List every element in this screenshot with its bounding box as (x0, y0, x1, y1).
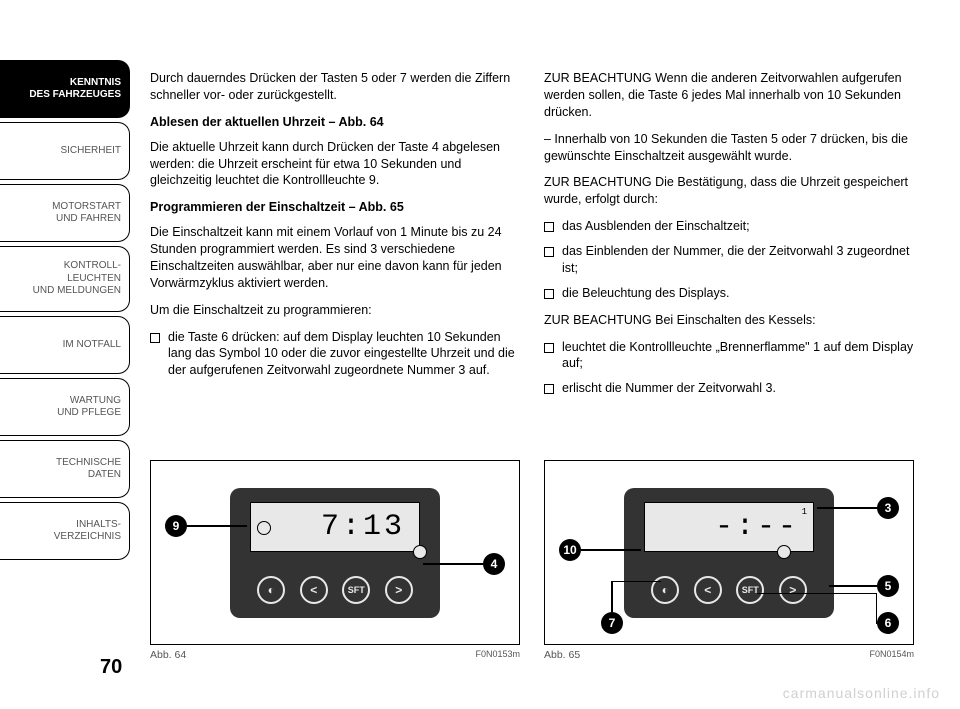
sidebar-label: KONTROLL- (64, 260, 121, 273)
callout-lead (829, 585, 877, 587)
figure-label: Abb. 64 (150, 649, 186, 661)
callout-lead (757, 593, 877, 595)
figure-code: F0N0154m (869, 649, 914, 661)
callout-7: 7 (601, 612, 623, 634)
sidebar-label: MOTORSTART (52, 201, 121, 214)
sft-button: SFT (736, 576, 764, 604)
sidebar-label: UND FAHREN (56, 213, 121, 226)
bullet-list: das Ausblenden der Einschaltzeit; das Ei… (544, 218, 914, 302)
figure-65-frame: -:-- 1 ◐ < SFT > 3 5 6 7 (544, 460, 914, 645)
figure-64-frame: 7:13 ◐ < SFT > 9 4 (150, 460, 520, 645)
list-item: leuchtet die Kontrollleuchte „Brennerfla… (544, 339, 914, 373)
list-item: das Einblenden der Nummer, die der Zeitv… (544, 243, 914, 277)
callout-lead (423, 563, 483, 565)
figure-caption-row: Abb. 65 F0N0154m (544, 649, 914, 661)
figure-label: Abb. 65 (544, 649, 580, 661)
callout-lead (611, 582, 613, 612)
callout-10: 10 (559, 539, 581, 561)
callout-lead (876, 594, 878, 624)
clock-icon (413, 545, 427, 559)
figure-caption-row: Abb. 64 F0N0153m (150, 649, 520, 661)
paragraph: Durch dauerndes Drücken der Tasten 5 ode… (150, 70, 520, 104)
sidebar-label: UND PFLEGE (57, 407, 121, 420)
list-item: die Taste 6 drücken: auf dem Display leu… (150, 329, 520, 380)
sidebar-item-kontrollleuchten[interactable]: KONTROLL- LEUCHTEN UND MELDUNGEN (0, 246, 130, 312)
sidebar-item-technische-daten[interactable]: TECHNISCHE DATEN (0, 440, 130, 498)
device-screen: 7:13 (250, 502, 420, 552)
screen-time: -:-- (715, 510, 799, 544)
sidebar-nav: KENNTNIS DES FAHRZEUGES SICHERHEIT MOTOR… (0, 60, 130, 564)
paragraph: – Innerhalb von 10 Sekunden die Tasten 5… (544, 131, 914, 165)
timer-device: 7:13 ◐ < SFT > (230, 488, 440, 618)
paragraph: Die aktuelle Uhrzeit kann durch Drücken … (150, 139, 520, 190)
sidebar-item-motorstart[interactable]: MOTORSTART UND FAHREN (0, 184, 130, 242)
figures-row: 7:13 ◐ < SFT > 9 4 Abb. 64 F0N0153m (150, 460, 920, 661)
list-item: erlischt die Nummer der Zeitvorwahl 3. (544, 380, 914, 397)
sidebar-label: VERZEICHNIS (54, 531, 121, 544)
sidebar-label: DES FAHRZEUGES (29, 89, 121, 102)
callout-lead (187, 525, 247, 527)
sidebar-label: WARTUNG (70, 395, 121, 408)
paragraph: ZUR BEACHTUNG Bei Einschalten des Kessel… (544, 312, 914, 329)
sidebar-item-notfall[interactable]: IM NOTFALL (0, 316, 130, 374)
sidebar-label: TECHNISCHE (56, 457, 121, 470)
screen-small-number: 1 (802, 507, 807, 517)
bullet-list: leuchtet die Kontrollleuchte „Brennerfla… (544, 339, 914, 398)
list-item: die Beleuchtung des Displays. (544, 285, 914, 302)
sft-button: SFT (342, 576, 370, 604)
list-item: das Ausblenden der Einschaltzeit; (544, 218, 914, 235)
column-left: Durch dauerndes Drücken der Tasten 5 ode… (150, 70, 520, 407)
callout-lead (611, 581, 661, 583)
bullet-list: die Taste 6 drücken: auf dem Display leu… (150, 329, 520, 380)
callout-4: 4 (483, 553, 505, 575)
sidebar-label: DATEN (88, 469, 121, 482)
content-columns: Durch dauerndes Drücken der Tasten 5 ode… (150, 70, 920, 407)
paragraph: Die Einschaltzeit kann mit einem Vorlauf… (150, 224, 520, 292)
sidebar-label: UND MELDUNGEN (33, 285, 121, 298)
figure-code: F0N0153m (475, 649, 520, 661)
paragraph: ZUR BEACHTUNG Wenn die anderen Zeitvorwa… (544, 70, 914, 121)
forward-button: > (779, 576, 807, 604)
sidebar-item-sicherheit[interactable]: SICHERHEIT (0, 122, 130, 180)
sidebar-label: SICHERHEIT (60, 145, 121, 158)
heading-programmieren: Programmieren der Einschaltzeit – Abb. 6… (150, 199, 520, 216)
back-button: < (300, 576, 328, 604)
watermark: carmanualsonline.info (783, 685, 940, 701)
timer-device: -:-- 1 ◐ < SFT > (624, 488, 834, 618)
callout-lead (817, 507, 877, 509)
sidebar-label: IM NOTFALL (63, 339, 121, 352)
page-number: 70 (100, 656, 122, 679)
sidebar-label: INHALTS- (76, 519, 121, 532)
forward-button: > (385, 576, 413, 604)
clock-icon (257, 521, 271, 535)
device-button-row: ◐ < SFT > (250, 576, 420, 604)
paragraph: ZUR BEACHTUNG Die Bestätigung, dass die … (544, 174, 914, 208)
sidebar-item-wartung[interactable]: WARTUNG UND PFLEGE (0, 378, 130, 436)
callout-3: 3 (877, 497, 899, 519)
callout-6: 6 (877, 612, 899, 634)
screen-time: 7:13 (321, 510, 405, 544)
callout-9: 9 (165, 515, 187, 537)
clock-icon (777, 545, 791, 559)
figure-64: 7:13 ◐ < SFT > 9 4 Abb. 64 F0N0153m (150, 460, 520, 661)
device-screen: -:-- 1 (644, 502, 814, 552)
sidebar-item-kenntnis[interactable]: KENNTNIS DES FAHRZEUGES (0, 60, 130, 118)
column-right: ZUR BEACHTUNG Wenn die anderen Zeitvorwa… (544, 70, 914, 407)
paragraph: Um die Einschaltzeit zu programmieren: (150, 302, 520, 319)
sidebar-item-inhaltsverzeichnis[interactable]: INHALTS- VERZEICHNIS (0, 502, 130, 560)
flame-button: ◐ (257, 576, 285, 604)
callout-lead (581, 549, 641, 551)
back-button: < (694, 576, 722, 604)
heading-ablesen: Ablesen der aktuellen Uhrzeit – Abb. 64 (150, 114, 520, 131)
device-button-row: ◐ < SFT > (644, 576, 814, 604)
figure-65: -:-- 1 ◐ < SFT > 3 5 6 7 (544, 460, 914, 661)
sidebar-label: KENNTNIS (70, 77, 121, 90)
sidebar-label: LEUCHTEN (67, 273, 121, 286)
callout-5: 5 (877, 575, 899, 597)
